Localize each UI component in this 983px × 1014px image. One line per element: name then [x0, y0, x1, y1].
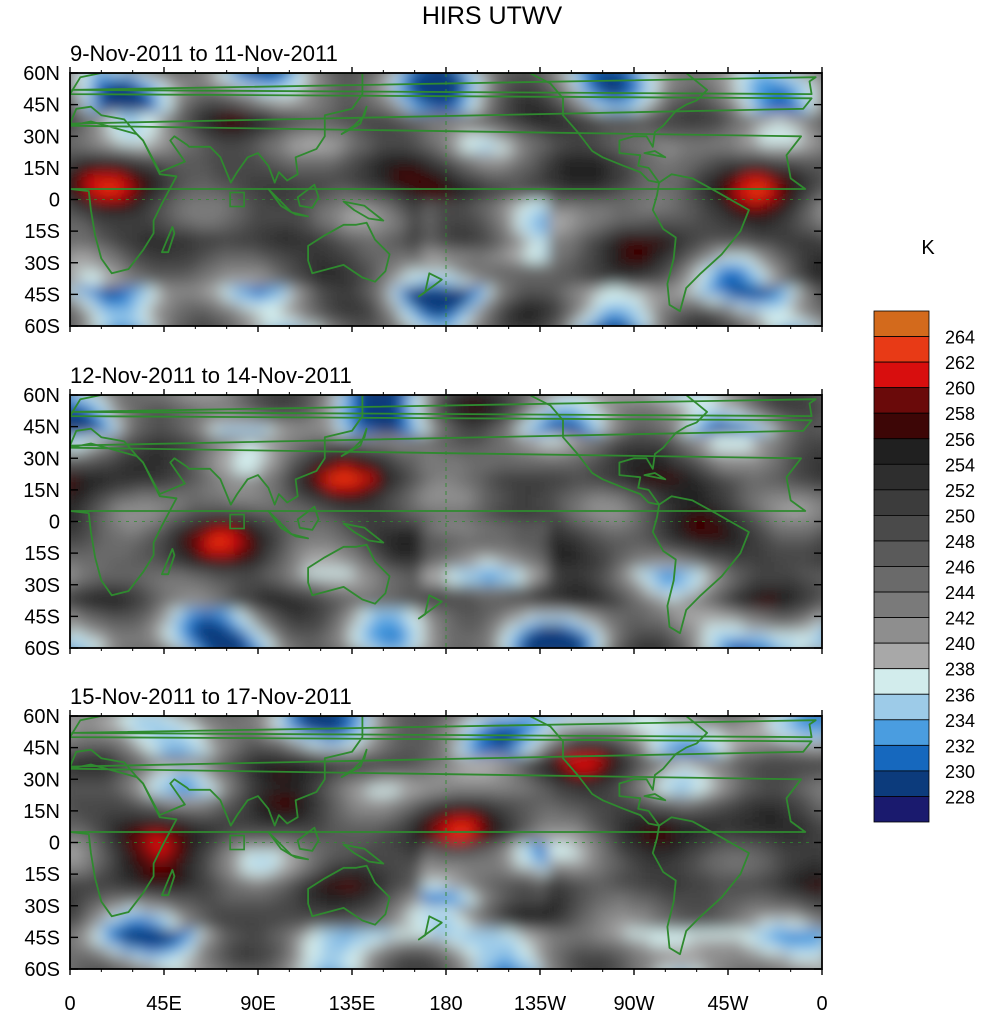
lat-tick-label: 0 [49, 190, 60, 212]
colorbar-boxes [873, 310, 930, 823]
lat-tick-label: 60N [23, 63, 60, 85]
lat-tick-label: 15N [23, 158, 60, 180]
colorbar-swatch [873, 412, 930, 440]
lat-tick-label: 45S [24, 927, 60, 949]
lon-tick-label: 135W [514, 993, 566, 1014]
lat-tick-label: 15S [24, 221, 60, 243]
lat-tick-label: 45N [23, 95, 60, 117]
lat-tick-label: 30S [24, 575, 60, 597]
colorbar-tick-label: 248 [945, 532, 975, 552]
colorbar: K 228 230 232 234 236 238 240 242 244 246 248 250 25… [873, 237, 975, 823]
lon-tick-label: 0 [816, 993, 827, 1014]
colorbar-swatch [873, 566, 930, 593]
colorbar-swatch [873, 310, 930, 337]
coastlines [70, 73, 822, 326]
colorbar-swatch [873, 540, 930, 567]
colorbar-tick-label: 250 [945, 506, 975, 526]
colorbar-tick-label: 234 [945, 711, 975, 731]
coastlines [70, 716, 822, 969]
lat-tick-label: 15S [24, 864, 60, 886]
colorbar-swatch [873, 770, 930, 797]
lon-axis-labels: 0 45E 90E 135E 180 135W 90W 45W 0 [64, 993, 827, 1014]
utwv-field [70, 73, 822, 326]
colorbar-tick-label: 240 [945, 634, 975, 654]
colorbar-swatch [873, 387, 930, 414]
lat-tick-label: 0 [49, 833, 60, 855]
colorbar-swatch [873, 796, 930, 823]
lon-tick-label: 0 [64, 993, 75, 1014]
lat-tick-label: 15S [24, 543, 60, 565]
colorbar-swatch [873, 361, 930, 389]
colorbar-tick-label: 256 [945, 430, 975, 450]
lon-tick-label: 45W [707, 993, 748, 1014]
lon-tick-label: 45E [146, 993, 182, 1014]
map-panel: 9-Nov-2011 to 11-Nov-2011 60N 45N 30N 15N 0 15… [23, 41, 823, 338]
colorbar-unit: K [921, 237, 935, 259]
colorbar-tick-label: 258 [945, 404, 975, 424]
lon-tick-label: 180 [429, 993, 462, 1014]
lat-tick-label: 60N [23, 385, 60, 407]
colorbar-tick-label: 254 [945, 455, 975, 475]
colorbar-swatch [873, 489, 930, 516]
lat-tick-label: 30N [23, 769, 60, 791]
colorbar-tick-label: 252 [945, 481, 975, 501]
colorbar-tick-label: 260 [945, 379, 975, 399]
lat-tick-label: 15N [23, 801, 60, 823]
colorbar-tick-label: 238 [945, 660, 975, 680]
colorbar-swatch [873, 642, 930, 670]
lon-tick-label: 90E [240, 993, 276, 1014]
colorbar-tick-label: 232 [945, 736, 975, 756]
panel-period-label: 15-Nov-2011 to 17-Nov-2011 [70, 684, 352, 709]
map-panel: 15-Nov-2011 to 17-Nov-2011 60N 45N 30N 15N 0 1… [23, 684, 823, 981]
lat-tick-label: 15N [23, 480, 60, 502]
utwv-field [70, 395, 822, 648]
coastlines [70, 395, 822, 648]
lon-tick-label: 135E [329, 993, 376, 1014]
lat-tick-label: 60S [24, 316, 60, 338]
colorbar-swatch [873, 515, 930, 542]
colorbar-tick-label: 236 [945, 685, 975, 705]
colorbar-tick-label: 262 [945, 353, 975, 373]
lat-tick-label: 30N [23, 448, 60, 470]
colorbar-swatch [873, 336, 930, 363]
lat-tick-label: 45S [24, 606, 60, 628]
panel-period-label: 12-Nov-2011 to 14-Nov-2011 [70, 363, 352, 388]
figure-title: HIRS UTWV [422, 2, 563, 30]
colorbar-swatch [873, 463, 930, 491]
map-panels: 9-Nov-2011 to 11-Nov-201160N45N30N15N015… [23, 41, 827, 1014]
lon-tick-label: 90W [613, 993, 654, 1014]
lat-tick-label: 60N [23, 706, 60, 728]
lat-tick-label: 30N [23, 126, 60, 148]
colorbar-tick-label: 242 [945, 609, 975, 629]
lat-tick-label: 0 [49, 512, 60, 534]
panel-period-label: 9-Nov-2011 to 11-Nov-2011 [70, 41, 338, 66]
colorbar-swatch [873, 744, 930, 772]
colorbar-tick-label: 264 [945, 328, 975, 348]
colorbar-tick-label: 244 [945, 583, 975, 603]
colorbar-swatch [873, 668, 930, 695]
map-panel: 12-Nov-2011 to 14-Nov-2011 60N 45N 30N 15N 0 1… [23, 363, 823, 660]
lat-tick-label: 45S [24, 284, 60, 306]
colorbar-swatch [873, 617, 930, 644]
colorbar-swatch [873, 591, 930, 618]
colorbar-labels: 228 230 232 234 236 238 240 242 244 246 248 250 252 2… [945, 328, 975, 808]
lat-tick-label: 45N [23, 738, 60, 760]
lat-tick-label: 60S [24, 638, 60, 660]
colorbar-tick-label: 246 [945, 558, 975, 578]
colorbar-swatch [873, 438, 930, 465]
colorbar-swatch [873, 693, 930, 721]
lat-tick-label: 30S [24, 896, 60, 918]
lat-tick-label: 60S [24, 959, 60, 981]
lat-tick-label: 45N [23, 417, 60, 439]
lat-tick-label: 30S [24, 253, 60, 275]
colorbar-tick-label: 228 [945, 787, 975, 807]
colorbar-swatch [873, 719, 930, 746]
colorbar-tick-label: 230 [945, 762, 975, 782]
utwv-field [70, 716, 822, 969]
